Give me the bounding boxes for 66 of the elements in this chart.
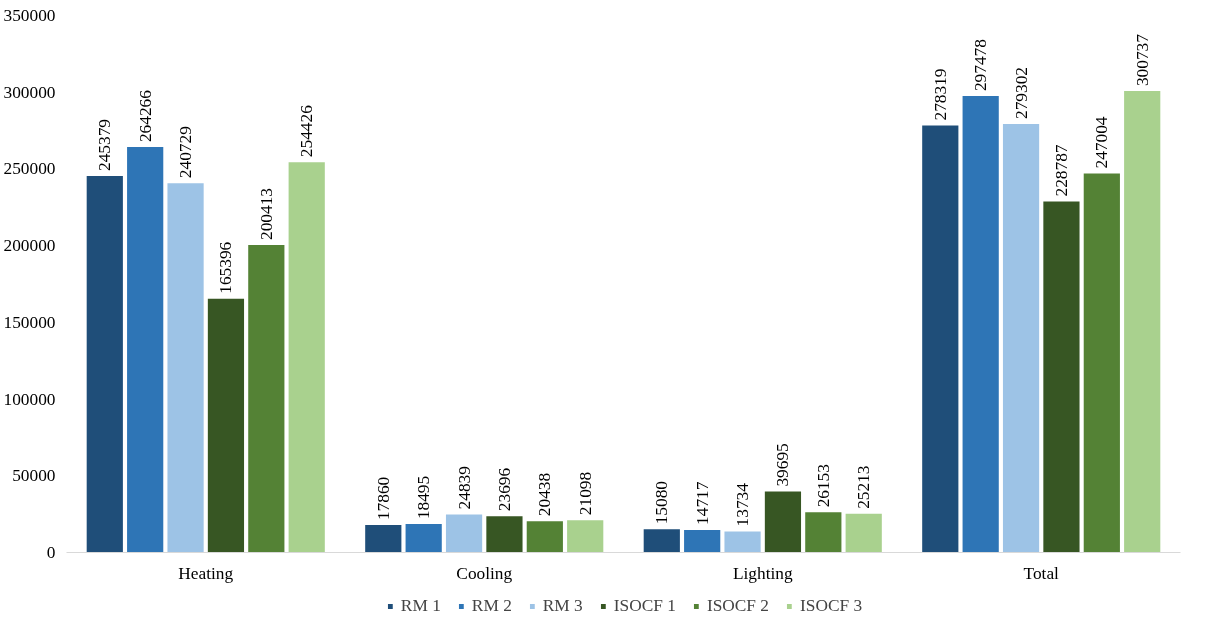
y-tick-label: 50000 bbox=[12, 466, 56, 486]
y-tick-label: 0 bbox=[46, 543, 56, 562]
x-tick-label: Lighting bbox=[732, 563, 793, 583]
data-label: 297478 bbox=[971, 39, 991, 92]
data-label: 278319 bbox=[930, 68, 950, 121]
bar bbox=[86, 176, 123, 553]
bar bbox=[805, 512, 842, 553]
legend-label: RM 3 bbox=[542, 596, 583, 616]
data-label: 247004 bbox=[1092, 116, 1112, 169]
bar bbox=[365, 525, 402, 553]
data-label: 24839 bbox=[454, 466, 474, 510]
data-label: 25213 bbox=[854, 465, 874, 509]
bar bbox=[167, 183, 204, 553]
data-label: 14717 bbox=[692, 481, 712, 525]
data-label: 245379 bbox=[95, 119, 115, 172]
legend-label: RM 2 bbox=[471, 596, 512, 616]
bar bbox=[1083, 173, 1120, 553]
bar bbox=[248, 245, 285, 553]
legend-label: RM 1 bbox=[400, 596, 441, 616]
data-label: 228787 bbox=[1051, 144, 1071, 197]
data-label: 23696 bbox=[494, 467, 514, 512]
bar bbox=[962, 96, 999, 553]
data-label: 13734 bbox=[733, 482, 753, 527]
data-label: 240729 bbox=[176, 126, 196, 179]
bar bbox=[1002, 123, 1040, 553]
bar bbox=[922, 125, 959, 553]
data-label: 18495 bbox=[414, 475, 434, 520]
legend-label: ISOCF 3 bbox=[800, 596, 863, 616]
bar bbox=[445, 514, 483, 553]
legend-label: ISOCF 1 bbox=[613, 596, 676, 616]
y-tick-label: 100000 bbox=[3, 389, 56, 409]
x-tick-label: Cooling bbox=[456, 563, 513, 583]
data-label: 17860 bbox=[373, 476, 393, 521]
data-label: 15080 bbox=[652, 481, 672, 525]
bar bbox=[526, 521, 563, 553]
y-tick-label: 300000 bbox=[3, 82, 56, 102]
bar bbox=[1124, 91, 1161, 553]
data-label: 20438 bbox=[535, 472, 555, 517]
bar bbox=[724, 531, 761, 553]
bar bbox=[567, 520, 604, 553]
y-tick-label: 350000 bbox=[3, 6, 56, 25]
data-label: 21098 bbox=[575, 471, 595, 516]
legend-label: ISOCF 2 bbox=[706, 596, 770, 616]
data-label: 39695 bbox=[773, 443, 793, 487]
data-label: 264266 bbox=[135, 89, 155, 143]
x-tick-label: Total bbox=[1023, 563, 1060, 583]
y-tick-label: 150000 bbox=[3, 312, 56, 332]
bar bbox=[127, 147, 164, 553]
data-label: 300737 bbox=[1132, 33, 1152, 87]
data-label: 254426 bbox=[297, 104, 317, 158]
bar bbox=[845, 513, 882, 553]
bar bbox=[288, 162, 325, 553]
bar bbox=[486, 516, 523, 553]
bar bbox=[207, 298, 245, 553]
y-tick-label: 250000 bbox=[3, 159, 56, 179]
x-tick-label: Heating bbox=[178, 563, 234, 583]
data-label: 200413 bbox=[256, 188, 276, 241]
bar bbox=[643, 529, 680, 553]
bar bbox=[1043, 201, 1080, 553]
data-label: 26153 bbox=[813, 464, 833, 508]
data-label: 165396 bbox=[216, 241, 236, 294]
bar bbox=[405, 524, 442, 553]
bar bbox=[764, 491, 802, 553]
bar bbox=[684, 529, 721, 553]
y-tick-label: 200000 bbox=[3, 236, 56, 256]
data-label: 279302 bbox=[1011, 66, 1031, 119]
